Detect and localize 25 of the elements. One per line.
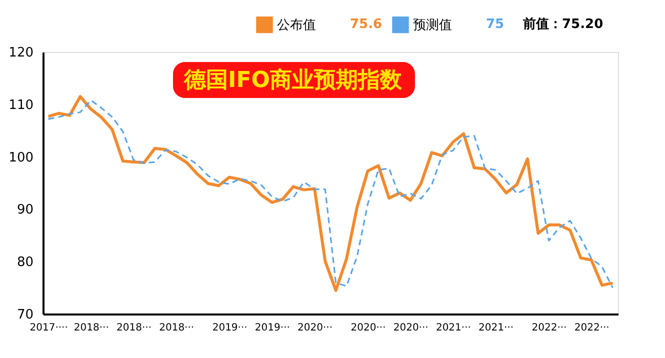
x-tick-label: 2022··· [532, 322, 567, 334]
y-tick-label: 80 [16, 255, 34, 270]
text: 75.6 [350, 17, 382, 32]
legend-label: 预测值 [413, 18, 452, 33]
y-tick-label: 110 [8, 98, 34, 113]
text: 75 [486, 17, 504, 32]
y-tick-label: 100 [8, 150, 34, 166]
x-tick-label: 2019··· [212, 322, 248, 334]
x-tick-label: 2021··· [436, 322, 471, 334]
x-tick-label: 2019··· [254, 322, 290, 334]
x-tick-label: 2022··· [574, 322, 610, 334]
x-tick-label: 2018··· [74, 322, 109, 334]
x-tick-label: 2018··· [116, 322, 152, 334]
x-tick-label: 2018··· [159, 322, 194, 334]
x-tick-label: 2020··· [350, 322, 386, 334]
x-tick-label: 2017···· [30, 322, 68, 334]
y-tick-label: 120 [8, 46, 34, 60]
x-tick-label: 2021··· [478, 322, 514, 334]
text: 前值：75.20 [522, 17, 604, 32]
text: 德国IFO商业预期指数 [183, 67, 403, 93]
x-tick-label: 2020··· [298, 322, 333, 334]
legend-label: 公布值 [277, 18, 316, 33]
x-tick-label: 2020··· [393, 322, 428, 334]
y-tick-label: 90 [16, 202, 34, 218]
y-tick-label: 70 [16, 308, 34, 322]
